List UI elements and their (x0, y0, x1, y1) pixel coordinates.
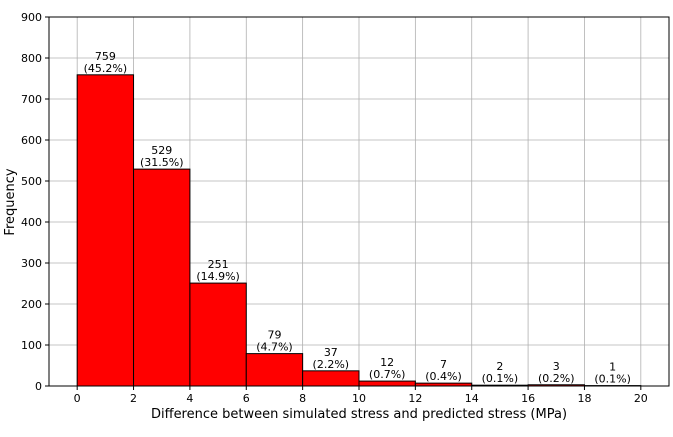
bar-percent-label: (0.2%) (538, 372, 575, 385)
bar-percent-label: (4.7%) (256, 341, 293, 354)
bar-percent-label: (0.4%) (425, 370, 462, 383)
y-tick-label: 700 (21, 93, 42, 106)
y-tick-label: 900 (21, 11, 42, 24)
histogram-bar (358, 380, 416, 387)
y-tick-label: 200 (21, 298, 42, 311)
x-tick-label: 6 (243, 392, 250, 405)
y-tick-label: 800 (21, 52, 42, 65)
x-tick-label: 2 (130, 392, 137, 405)
x-tick-label: 4 (186, 392, 193, 405)
x-axis-ticks: 0 2 4 6 8 10 12 14 16 18 20 (74, 386, 648, 405)
histogram-bars (76, 74, 642, 387)
bar-percent-label: (45.2%) (84, 62, 128, 75)
bar-count-label: 12 (380, 356, 394, 369)
histogram-bar (133, 168, 191, 387)
histogram-bar (302, 370, 360, 387)
x-tick-label: 16 (521, 392, 535, 405)
histogram-bar (245, 353, 304, 387)
bar-count-label: 7 (440, 358, 447, 371)
x-tick-label: 14 (465, 392, 479, 405)
bar-count-label: 79 (267, 329, 281, 342)
bar-percent-label: (31.5%) (140, 156, 184, 169)
bar-percent-label: (0.7%) (369, 368, 406, 381)
bar-data-labels: 759(45.2%)529(31.5%)251(14.9%)79(4.7%) 37… (84, 50, 631, 386)
x-tick-label: 20 (634, 392, 648, 405)
bar-count-label: 37 (324, 346, 338, 359)
bar-count-label: 3 (553, 360, 560, 373)
y-axis-ticks: 0 100 200 300 400 500 600 700 800 900 (21, 11, 49, 393)
bar-count-label: 251 (208, 258, 229, 271)
y-tick-label: 400 (21, 216, 42, 229)
bar-percent-label: (0.1%) (594, 373, 631, 386)
x-tick-label: 12 (408, 392, 422, 405)
y-tick-label: 0 (35, 380, 42, 393)
y-axis-label: Frequency (3, 168, 18, 235)
x-tick-label: 18 (577, 392, 591, 405)
x-tick-label: 8 (299, 392, 306, 405)
y-tick-label: 300 (21, 257, 42, 270)
bar-count-label: 529 (151, 144, 172, 157)
bar-count-label: 1 (609, 361, 616, 374)
x-tick-label: 10 (352, 392, 366, 405)
bar-percent-label: (2.2%) (313, 358, 350, 371)
histogram-bar (189, 282, 247, 387)
y-tick-label: 600 (21, 134, 42, 147)
histogram-bar (76, 74, 135, 387)
bar-percent-label: (0.1%) (482, 372, 519, 385)
bar-count-label: 759 (95, 50, 116, 63)
x-tick-label: 0 (74, 392, 81, 405)
bar-count-label: 2 (496, 360, 503, 373)
bar-percent-label: (14.9%) (196, 270, 240, 283)
y-tick-label: 100 (21, 339, 42, 352)
x-axis-label: Difference between simulated stress and … (151, 407, 567, 422)
y-tick-label: 500 (21, 175, 42, 188)
